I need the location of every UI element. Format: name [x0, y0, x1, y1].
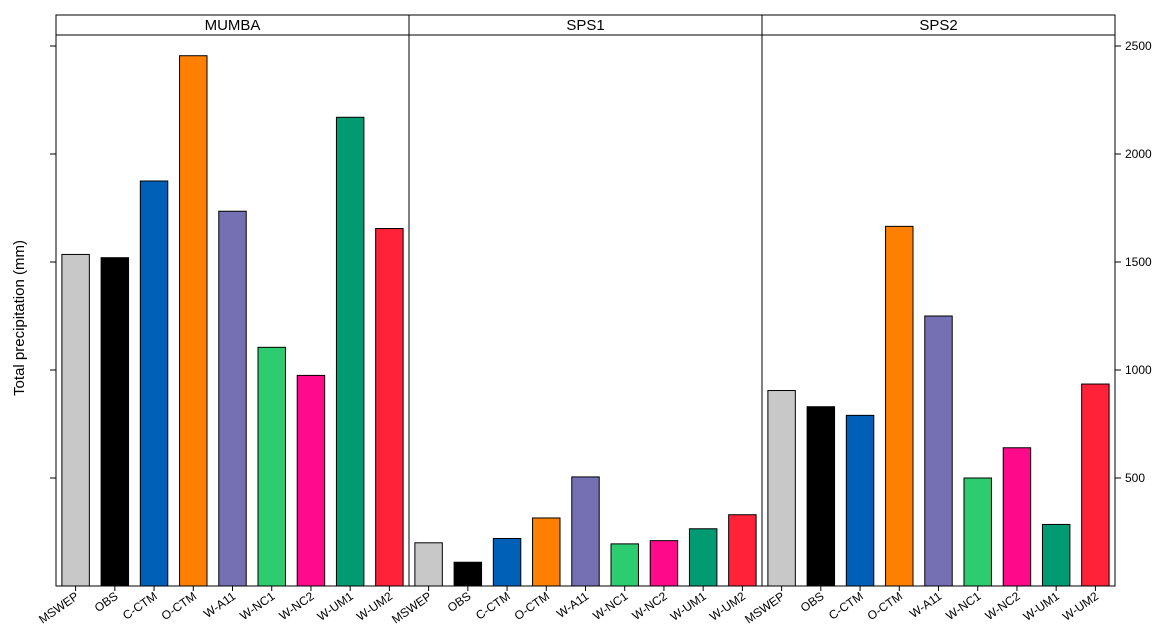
x-tick-label: OBS: [92, 589, 121, 615]
x-tick-label: O-CTM: [865, 589, 905, 623]
x-tick-label: W-UM1: [668, 589, 709, 624]
bar-sps2-w-nc1: [963, 477, 992, 587]
x-tick-label: O-CTM: [512, 589, 552, 623]
y-tick-label: 1000: [1125, 363, 1152, 377]
y-tick-label: 1500: [1125, 255, 1152, 269]
bar-sps2-w-nc2: [1002, 447, 1032, 587]
x-tick-label: W-NC1: [590, 589, 630, 623]
x-tick-label: MSWEP: [36, 589, 81, 626]
bar-sps2-w-um1: [1041, 523, 1071, 587]
panel-title: SPS2: [919, 17, 957, 34]
bar-mumba-mswep: [61, 253, 90, 587]
bar-mumba-w-um2: [375, 228, 404, 587]
y-axis-label: Total precipitation (mm): [11, 240, 28, 396]
y-tick-label: 500: [1125, 471, 1145, 485]
x-tick-label: W-UM1: [315, 589, 356, 624]
x-tick-label: W-NC2: [983, 589, 1023, 623]
x-tick-label: W-NC2: [277, 589, 317, 623]
bar-mumba-o-ctm: [179, 55, 208, 587]
panel-title: SPS1: [566, 17, 604, 34]
bar-sps1-mswep: [414, 542, 443, 587]
bar-sps1-o-ctm: [532, 517, 561, 587]
x-tick-label: C-CTM: [826, 589, 866, 623]
bar-mumba-w-um1: [335, 116, 365, 587]
x-tick-label: W-UM2: [1060, 589, 1101, 624]
y-tick-label: 2000: [1125, 147, 1152, 161]
x-tick-label: W-A11: [554, 589, 591, 621]
axis-layer: 500 1000 1500 2000 2500: [50, 39, 1152, 485]
bar-sps1-w-a11: [571, 476, 600, 587]
x-tick-label: W-UM2: [354, 589, 395, 624]
x-tick-label: C-CTM: [473, 589, 513, 623]
bar-mumba-c-ctm: [139, 180, 169, 587]
bar-sps2-w-a11: [924, 315, 953, 587]
x-tick-label: W-NC1: [237, 589, 277, 623]
bar-sps2-mswep: [767, 390, 796, 587]
x-tick-label: OBS: [445, 589, 474, 615]
x-tick-label: C-CTM: [120, 589, 160, 623]
bar-sps1-w-nc1: [610, 543, 639, 587]
bar-sps1-w-um2: [728, 514, 757, 587]
bar-sps1-obs: [453, 561, 483, 587]
x-tick-label: OBS: [798, 589, 827, 615]
x-tick-label: MSWEP: [742, 589, 787, 626]
x-tick-label: W-UM2: [707, 589, 748, 624]
bar-mumba-obs: [100, 257, 130, 587]
bar-sps1-w-um1: [688, 528, 718, 587]
bar-sps1-c-ctm: [492, 537, 522, 587]
x-tick-label: W-NC2: [630, 589, 670, 623]
panel-title: MUMBA: [205, 17, 261, 34]
bar-mumba-w-a11: [218, 210, 247, 587]
x-tick-label: W-NC1: [943, 589, 983, 623]
bar-sps2-w-um2: [1081, 383, 1110, 587]
x-tick-label: W-UM1: [1021, 589, 1062, 624]
x-tick-label: MSWEP: [389, 589, 434, 626]
bar-sps2-c-ctm: [845, 414, 875, 587]
bar-mumba-w-nc1: [257, 346, 286, 587]
bar-mumba-w-nc2: [296, 374, 326, 587]
x-tick-label: W-A11: [907, 589, 944, 621]
x-tick-label: O-CTM: [159, 589, 199, 623]
x-tick-label: W-A11: [201, 589, 238, 621]
bar-sps2-o-ctm: [885, 225, 914, 587]
bar-sps1-w-nc2: [649, 540, 679, 587]
y-tick-label: 2500: [1125, 39, 1152, 53]
bar-sps2-obs: [806, 406, 836, 587]
